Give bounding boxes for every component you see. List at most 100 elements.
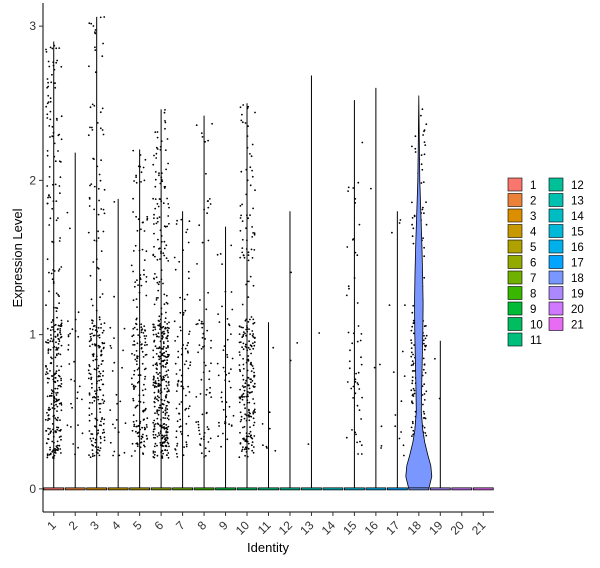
data-point bbox=[47, 101, 50, 103]
data-point bbox=[167, 215, 170, 217]
data-point bbox=[51, 340, 54, 343]
data-point bbox=[162, 341, 165, 343]
data-point bbox=[423, 342, 425, 345]
data-point bbox=[242, 446, 244, 448]
data-point bbox=[91, 453, 94, 455]
data-point bbox=[153, 217, 155, 220]
data-point bbox=[132, 270, 135, 273]
data-point bbox=[161, 434, 164, 437]
data-point bbox=[238, 368, 241, 371]
data-point bbox=[154, 328, 157, 331]
data-point bbox=[201, 326, 204, 329]
legend-label-9: 9 bbox=[530, 304, 536, 316]
data-point bbox=[60, 323, 62, 326]
data-point bbox=[247, 254, 250, 256]
data-point bbox=[241, 251, 244, 254]
data-point bbox=[248, 387, 251, 390]
data-point bbox=[249, 344, 252, 346]
data-point bbox=[346, 246, 349, 248]
data-point bbox=[50, 272, 53, 275]
data-point bbox=[155, 152, 158, 155]
data-point bbox=[152, 254, 155, 257]
data-point bbox=[185, 423, 188, 425]
data-point bbox=[87, 369, 90, 372]
data-point bbox=[201, 336, 204, 339]
data-point bbox=[60, 402, 63, 405]
data-point bbox=[136, 306, 138, 308]
data-point bbox=[179, 296, 182, 299]
data-point bbox=[247, 435, 250, 438]
data-point bbox=[47, 419, 49, 422]
data-point bbox=[59, 429, 62, 432]
legend-label-17: 17 bbox=[571, 258, 584, 270]
data-point bbox=[230, 368, 232, 371]
data-point bbox=[241, 220, 244, 223]
data-point bbox=[94, 344, 97, 347]
data-point bbox=[47, 417, 50, 420]
legend-item-6: 6 bbox=[507, 255, 536, 270]
data-point bbox=[102, 42, 104, 45]
data-point bbox=[348, 367, 351, 370]
data-point bbox=[156, 148, 159, 150]
data-point bbox=[137, 355, 139, 358]
data-point bbox=[47, 94, 50, 97]
data-point bbox=[143, 428, 146, 431]
data-point bbox=[100, 424, 102, 427]
violin-base-16 bbox=[365, 487, 387, 491]
violin-group-8 bbox=[193, 115, 215, 491]
data-point bbox=[348, 287, 350, 290]
data-point bbox=[140, 228, 142, 231]
data-point bbox=[422, 134, 424, 136]
data-point bbox=[352, 238, 354, 241]
data-point bbox=[253, 321, 256, 324]
data-point bbox=[131, 335, 134, 338]
data-point bbox=[424, 432, 427, 434]
data-point bbox=[178, 412, 181, 415]
data-point bbox=[179, 326, 182, 328]
data-point bbox=[81, 432, 84, 435]
data-point bbox=[187, 241, 190, 244]
data-point bbox=[174, 268, 177, 271]
data-point bbox=[133, 285, 136, 288]
data-point bbox=[135, 215, 138, 218]
data-point bbox=[248, 419, 251, 422]
data-point bbox=[88, 364, 91, 366]
data-point bbox=[240, 119, 243, 122]
violin-group-17 bbox=[386, 211, 408, 491]
data-point bbox=[154, 171, 157, 173]
data-point bbox=[251, 169, 254, 172]
data-point bbox=[60, 409, 63, 412]
data-point bbox=[244, 382, 247, 385]
data-point bbox=[135, 425, 138, 428]
data-point bbox=[102, 230, 105, 233]
data-point bbox=[423, 141, 426, 144]
violin-base-10 bbox=[236, 487, 258, 491]
x-tick-label-19: 19 bbox=[426, 518, 446, 538]
data-point bbox=[249, 214, 251, 217]
data-point bbox=[136, 328, 139, 331]
data-point bbox=[157, 413, 160, 416]
data-point bbox=[204, 140, 207, 143]
data-point bbox=[185, 407, 188, 410]
data-point bbox=[88, 393, 91, 396]
data-point bbox=[168, 390, 170, 393]
data-point bbox=[411, 376, 414, 378]
data-point bbox=[154, 451, 157, 453]
data-point bbox=[59, 176, 62, 179]
data-point bbox=[164, 355, 167, 358]
data-point bbox=[101, 331, 104, 334]
data-point bbox=[154, 423, 157, 425]
data-point bbox=[205, 393, 208, 396]
data-point bbox=[245, 227, 247, 230]
data-point bbox=[156, 364, 159, 367]
data-point bbox=[161, 180, 164, 183]
data-point bbox=[58, 185, 61, 187]
data-point bbox=[248, 401, 251, 404]
data-point bbox=[187, 407, 190, 410]
data-point bbox=[420, 154, 423, 157]
data-point bbox=[167, 162, 170, 165]
data-point bbox=[59, 333, 62, 336]
data-point bbox=[162, 202, 165, 205]
data-point bbox=[136, 229, 139, 232]
data-point bbox=[163, 303, 166, 306]
